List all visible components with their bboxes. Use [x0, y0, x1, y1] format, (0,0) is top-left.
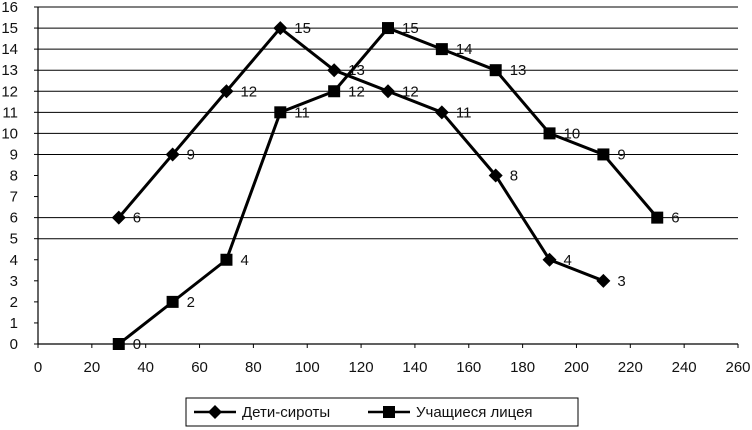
- square-point: [651, 211, 664, 224]
- y-tick-label: 16: [1, 0, 18, 16]
- legend-label: Учащиеся лицея: [416, 404, 533, 421]
- y-tick-label: 3: [10, 273, 18, 290]
- x-tick-label: 60: [191, 359, 208, 376]
- data-label: 15: [294, 20, 311, 37]
- y-tick-label: 2: [10, 294, 18, 311]
- data-label: 12: [402, 83, 419, 100]
- data-label: 0: [133, 336, 141, 353]
- y-tick-label: 7: [10, 189, 18, 206]
- x-tick-label: 200: [564, 359, 589, 376]
- x-tick-labels: 0 20 40 60 80 100 120 140 160 180 200 220 240 260: [34, 359, 751, 376]
- axes: [34, 6, 739, 348]
- y-tick-label: 4: [10, 252, 18, 269]
- diamond-point: [327, 63, 342, 78]
- series-line: [117, 26, 604, 283]
- y-tick-label: 13: [1, 62, 18, 79]
- series-line: [117, 26, 659, 346]
- data-label: 9: [617, 146, 625, 163]
- x-tick-label: 0: [34, 359, 42, 376]
- y-tick-label: 8: [10, 168, 18, 185]
- y-tick-label: 11: [2, 104, 18, 121]
- diamond-point: [596, 273, 611, 288]
- data-label: 11: [456, 104, 472, 121]
- data-label: 6: [671, 210, 679, 227]
- data-label: 12: [240, 83, 257, 100]
- diamond-point: [381, 84, 395, 99]
- square-point: [382, 22, 394, 35]
- square-point: [328, 85, 341, 98]
- data-label: 10: [564, 125, 581, 142]
- legend-item: Дети-сироты: [194, 404, 330, 421]
- legend-label: Дети-сироты: [242, 404, 330, 421]
- data-label: 14: [456, 41, 473, 58]
- data-label: 11: [294, 104, 310, 121]
- square-point: [166, 295, 179, 308]
- data-label: 4: [564, 252, 572, 269]
- y-tick-label: 14: [1, 41, 18, 58]
- diamond-point: [219, 84, 234, 99]
- x-tick-label: 40: [137, 359, 154, 376]
- diamond-point: [273, 21, 288, 36]
- series-deti-siroty: 6 9 12 15 13 12 11 8 4 3: [111, 20, 626, 290]
- legend-item: Учащиеся лицея: [368, 404, 533, 421]
- data-label: 4: [240, 252, 248, 269]
- y-tick-label: 0: [10, 336, 18, 353]
- y-tick-label: 15: [1, 20, 18, 37]
- square-point: [274, 106, 287, 119]
- data-label: 8: [510, 168, 518, 185]
- square-point: [489, 64, 502, 77]
- x-tick-label: 20: [84, 359, 101, 376]
- data-label: 9: [187, 146, 195, 163]
- square-point: [112, 338, 125, 350]
- y-tick-label: 6: [10, 210, 18, 227]
- square-point: [543, 127, 556, 140]
- x-tick-label: 220: [618, 359, 643, 376]
- x-tick-label: 100: [295, 359, 320, 376]
- legend: Дети-сироты Учащиеся лицея: [185, 397, 579, 427]
- diamond-point: [434, 105, 449, 120]
- y-tick-label: 10: [1, 125, 18, 142]
- x-tick-label: 120: [349, 359, 374, 376]
- legend-marker-diamond: [208, 405, 222, 419]
- data-label: 6: [133, 210, 141, 227]
- gridlines: [38, 6, 738, 345]
- square-point: [435, 43, 448, 56]
- x-tick-label: 140: [402, 359, 427, 376]
- data-label: 3: [617, 273, 625, 290]
- diamond-point: [488, 168, 503, 183]
- y-tick-label: 9: [10, 146, 18, 163]
- diamond-point: [542, 252, 557, 267]
- data-label: 13: [510, 62, 527, 79]
- x-tick-label: 80: [245, 359, 262, 376]
- x-tick-label: 260: [725, 359, 750, 376]
- y-tick-label: 12: [1, 83, 18, 100]
- data-label: 12: [348, 83, 365, 100]
- diamond-point: [165, 147, 180, 162]
- data-label: 13: [348, 62, 365, 79]
- x-tick-label: 160: [456, 359, 481, 376]
- y-tick-label: 1: [10, 315, 18, 332]
- diamond-point: [111, 210, 126, 225]
- square-point: [597, 148, 610, 161]
- series-uchashchiesya-litseya: 0 2 4 11 12 15 14 13 10 9 6: [112, 20, 680, 353]
- series-layer: 6 9 12 15 13 12 11 8 4 3 0 2 4 11 12 15 14 13 10 9 6: [111, 20, 680, 353]
- legend-marker-square: [383, 406, 395, 418]
- x-tick-label: 240: [672, 359, 697, 376]
- y-tick-label: 5: [10, 231, 18, 248]
- x-tick-label: 180: [510, 359, 535, 376]
- data-label: 2: [187, 294, 195, 311]
- data-label: 15: [402, 20, 419, 37]
- square-point: [220, 253, 233, 266]
